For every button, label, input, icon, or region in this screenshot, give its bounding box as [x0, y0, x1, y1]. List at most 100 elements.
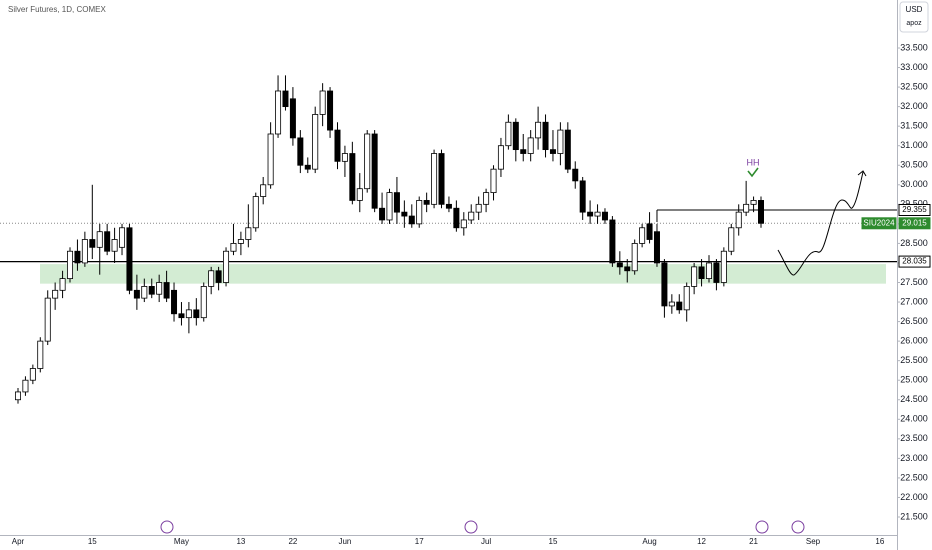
- candle-body: [453, 207, 460, 229]
- y-tick-label: 27.000: [900, 296, 928, 306]
- x-tick-label: 22: [288, 537, 297, 546]
- candle-body: [549, 149, 556, 154]
- support-label-box: [898, 255, 931, 268]
- x-tick-label: Aug: [642, 537, 656, 546]
- x-tick-label: 16: [875, 537, 884, 546]
- candle-body: [364, 133, 371, 190]
- resistance-label: 29.355: [902, 205, 927, 214]
- candle-body: [267, 133, 274, 186]
- y-tick-label: 24.500: [900, 394, 928, 404]
- y-tick-label: 30.000: [900, 179, 928, 189]
- y-tick-label: 28.500: [900, 238, 928, 248]
- candle-body: [505, 121, 512, 147]
- candle-body: [393, 192, 400, 213]
- candle-body: [497, 145, 504, 170]
- support-label: 28.035: [902, 257, 927, 266]
- candle-body: [601, 211, 608, 221]
- candle-body: [520, 149, 527, 154]
- y-tick-label: 29.500: [900, 199, 928, 209]
- resistance-label-box: [898, 204, 931, 217]
- y-tick-label: 25.500: [900, 355, 928, 365]
- candle-body: [743, 203, 750, 213]
- candle-body: [341, 153, 348, 162]
- candle-body: [304, 164, 311, 170]
- y-tick-label: 26.000: [900, 336, 928, 346]
- user: apoz: [906, 20, 922, 27]
- support-zone: [40, 264, 886, 284]
- y-tick-label: 26.500: [900, 316, 928, 326]
- last-price-label: 29.015: [902, 218, 927, 227]
- candle-body: [126, 227, 133, 291]
- x-tick-label: 17: [415, 537, 424, 546]
- candle-body: [185, 309, 192, 319]
- candle-body: [59, 278, 66, 291]
- candle-body: [237, 239, 244, 244]
- check-mark: [747, 167, 759, 178]
- candle-body: [483, 192, 490, 205]
- projection-path: [777, 170, 867, 276]
- candle-body: [245, 227, 252, 240]
- candle-body: [156, 282, 163, 295]
- candle-body: [171, 289, 178, 315]
- candle-body: [572, 168, 579, 182]
- y-tick-label: 25.000: [900, 375, 928, 385]
- candle-body: [579, 180, 586, 213]
- event-icons: [160, 520, 805, 534]
- candle-body: [29, 368, 36, 381]
- candle-body: [683, 286, 690, 311]
- y-tick-label: 32.500: [900, 81, 928, 91]
- candle-body: [668, 301, 675, 307]
- x-tick-label: Apr: [12, 537, 25, 546]
- event-icon[interactable]: [464, 520, 478, 534]
- candle-body: [81, 239, 88, 264]
- candle-body: [119, 227, 126, 248]
- event-icon[interactable]: [160, 520, 174, 534]
- candle-body: [631, 243, 638, 272]
- candle-body: [230, 243, 237, 252]
- candle-body: [616, 262, 623, 268]
- candle-body: [720, 250, 727, 283]
- candle-body: [750, 200, 757, 205]
- y-tick-label: 21.500: [900, 511, 928, 521]
- candle-body: [423, 200, 430, 205]
- y-tick-label: 30.500: [900, 160, 928, 170]
- candle-body: [676, 301, 683, 311]
- y-tick-label: 27.500: [900, 277, 928, 287]
- candle-body: [468, 211, 475, 221]
- x-tick-label: 21: [749, 537, 758, 546]
- candle-body: [297, 137, 304, 166]
- event-icon[interactable]: [791, 520, 805, 534]
- candle-body: [111, 239, 118, 252]
- symbol-label: SIU2024: [863, 218, 895, 227]
- x-tick-label: 15: [549, 537, 558, 546]
- candle-body: [386, 192, 393, 221]
- candle-body: [445, 203, 452, 209]
- candle-body: [67, 250, 74, 279]
- y-tick-label: 22.500: [900, 472, 928, 482]
- candle-body: [416, 200, 423, 225]
- candle-body: [193, 309, 200, 319]
- candle-body: [178, 313, 185, 319]
- candle-body: [408, 215, 415, 225]
- candle-body: [705, 262, 712, 279]
- x-tick-label: May: [174, 537, 189, 546]
- event-icon[interactable]: [755, 520, 769, 534]
- candle-body: [319, 90, 326, 115]
- candle-body: [691, 266, 698, 287]
- candle-body: [37, 340, 44, 369]
- y-tick-label: 33.500: [900, 42, 928, 52]
- candle-body: [379, 207, 386, 221]
- currency-box[interactable]: [899, 1, 929, 33]
- currency: USD: [906, 5, 923, 14]
- candle-body: [275, 90, 282, 135]
- candle-body: [89, 239, 96, 248]
- candle-body: [52, 289, 59, 299]
- y-tick-label: 31.500: [900, 121, 928, 131]
- candle-body: [208, 270, 215, 287]
- candle-body: [587, 211, 594, 217]
- candle-body: [527, 137, 534, 154]
- x-tick-label: Jul: [481, 537, 491, 546]
- y-tick-label: 32.000: [900, 101, 928, 111]
- y-tick-label: 23.000: [900, 453, 928, 463]
